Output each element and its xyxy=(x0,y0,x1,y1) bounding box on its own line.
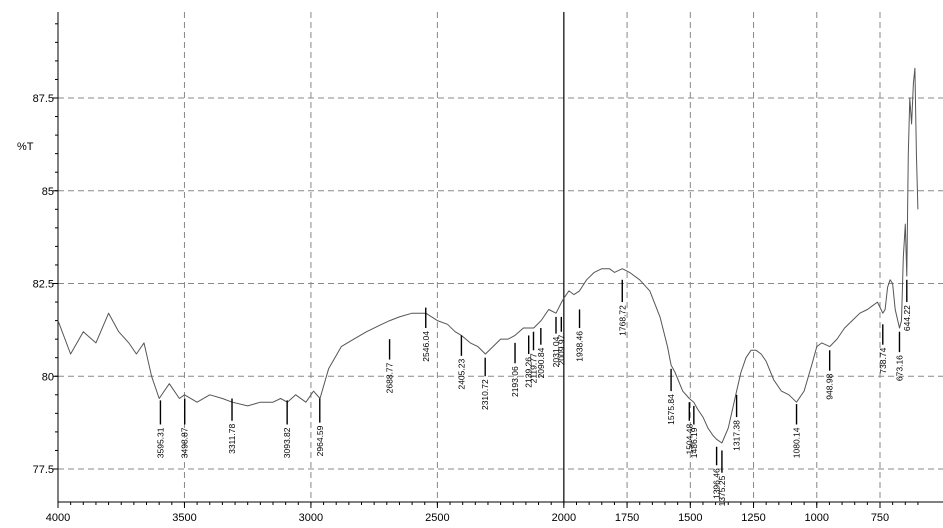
spectrum-series xyxy=(57,67,919,444)
y-tick-label: 82.5 xyxy=(33,279,54,291)
peak-label: 1768.72 xyxy=(617,305,627,336)
spectrum-line xyxy=(57,67,919,444)
peak-label: 2090.84 xyxy=(536,347,546,378)
x-tick-label: 1000 xyxy=(805,512,829,524)
peak-label: 1317.38 xyxy=(732,420,742,451)
grid-lines xyxy=(58,12,943,502)
y-tick-label: 80 xyxy=(42,371,54,383)
peak-label: 3595.31 xyxy=(155,427,165,458)
x-tick-label: 750 xyxy=(871,512,889,524)
peak-label: 2193.06 xyxy=(510,366,520,397)
peak-label: 2964.59 xyxy=(315,425,325,456)
x-tick-label: 2000 xyxy=(552,512,576,524)
peak-markers: 3595.31 3498.87 3311.78 3093.82 2964.59 2688.… xyxy=(155,279,912,506)
x-tick-label: 4000 xyxy=(46,512,70,524)
y-tick-label: 87.5 xyxy=(33,93,54,105)
y-axis-label: %T xyxy=(17,141,34,153)
x-tick-label: 3000 xyxy=(299,512,323,524)
peak-label: 2546.04 xyxy=(421,331,431,362)
peak-label: 1486.19 xyxy=(689,427,699,458)
peak-label: 948.98 xyxy=(825,373,835,399)
peak-label: 1504.48 xyxy=(684,424,694,455)
peak-label: 1938.46 xyxy=(575,331,585,362)
peak-label: 1375.25 xyxy=(717,475,727,506)
peak-label: 3498.87 xyxy=(180,427,190,458)
peak-label: 1396.46 xyxy=(712,468,722,499)
peak-label: 2139.26 xyxy=(524,357,534,388)
peak-label: 1080.14 xyxy=(792,427,802,458)
peak-label: 2310.72 xyxy=(480,379,490,410)
peak-label: 2031.04 xyxy=(551,336,561,367)
peak-label: 3311.78 xyxy=(227,424,237,454)
plot-frame xyxy=(57,12,943,503)
x-axis: 4000 3500 3000 2500 2000 1750 1500 1250 1000 750 xyxy=(46,502,919,524)
y-axis: 77.5 80 82.5 85 87.5 xyxy=(33,23,58,476)
peak-label: 673.16 xyxy=(895,355,905,381)
x-tick-label: 1500 xyxy=(678,512,702,524)
peak-label: 1575.84 xyxy=(666,394,676,425)
x-tick-label: 3500 xyxy=(172,512,196,524)
x-tick-label: 1250 xyxy=(741,512,765,524)
x-tick-label: 2500 xyxy=(425,512,449,524)
y-tick-label: 85 xyxy=(42,186,54,198)
y-tick-label: 77.5 xyxy=(33,464,54,476)
peak-label: 3093.82 xyxy=(282,427,292,458)
peak-label: 2688.77 xyxy=(385,362,395,393)
x-tick-label: 1750 xyxy=(615,512,639,524)
peak-label: 644.22 xyxy=(902,305,912,331)
peak-label: 2009.97 xyxy=(556,334,566,365)
peak-label: 2405.23 xyxy=(456,359,466,390)
peak-label: 738.74 xyxy=(878,347,888,373)
peak-label: 2119.77 xyxy=(529,353,539,383)
